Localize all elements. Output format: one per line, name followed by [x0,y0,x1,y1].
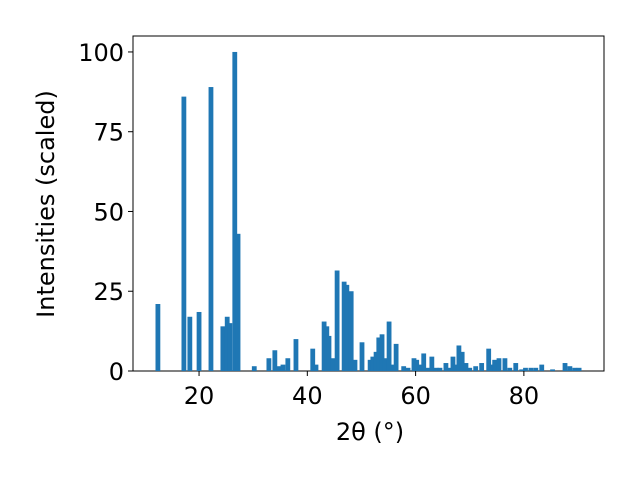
y-tick-label: 75 [93,119,124,147]
bar [533,367,539,371]
bar [473,366,479,371]
bar [224,316,230,371]
x-tick-label: 20 [184,382,215,410]
bar [386,321,392,371]
bar [235,233,241,371]
bar [321,321,327,371]
bar [550,369,555,371]
bar [429,356,435,371]
bar [450,356,456,371]
bar [326,335,332,371]
bar [359,342,365,371]
bar [463,363,469,371]
bar [390,364,396,371]
bar [376,337,382,371]
bar [479,363,485,371]
bar [513,363,519,371]
bar [502,358,508,371]
y-tick-label: 50 [93,198,124,226]
x-tick-label: 60 [400,382,431,410]
bar [567,366,573,371]
y-tick-label: 100 [78,39,124,67]
bar [227,323,233,371]
bar [414,359,420,371]
bar [411,358,417,371]
bar [453,364,459,371]
bar [341,281,347,371]
bar [310,348,316,371]
bar [572,367,578,371]
bar [405,367,411,371]
bar [367,359,373,371]
bar [492,359,498,371]
bar [447,367,453,371]
bar [276,366,282,371]
bar [181,96,187,371]
bar [437,367,443,371]
bar [280,364,286,371]
bar [196,311,202,371]
bar [443,363,449,371]
x-tick-label: 40 [292,382,323,410]
x-axis-label: 2θ (°) [336,418,404,446]
bar [382,358,388,371]
bar [187,316,193,371]
bar [232,51,238,371]
plot-frame [132,35,605,372]
bar [370,356,376,371]
bar [467,367,473,371]
bar [220,326,226,371]
y-tick-label: 0 [109,358,124,386]
bar [393,343,399,371]
bar [352,359,358,371]
bar [489,364,495,371]
bar [433,367,439,371]
bar [348,291,354,371]
bar [293,339,299,371]
bar [344,284,350,371]
bar [417,364,423,371]
x-tick-label: 80 [509,382,540,410]
bar [562,363,568,371]
bar [401,366,407,371]
bar [272,350,278,371]
bar [251,366,257,371]
bar [266,358,272,371]
bar [421,353,427,371]
y-axis-label: Intensities (scaled) [32,90,60,318]
bar [576,367,582,371]
bar [486,348,492,371]
bar [528,367,534,371]
bar [373,351,379,371]
bar [496,358,502,371]
bar [425,367,431,371]
bar [285,358,291,371]
bar [523,367,528,371]
bar [155,304,161,371]
bar [519,369,525,371]
bar [459,351,465,371]
y-tick-label: 25 [93,278,124,306]
bar [208,87,214,372]
bar [330,358,336,371]
bar [539,364,545,371]
bar [507,367,513,371]
bar [456,345,462,371]
bar [334,270,340,371]
bar [379,334,385,371]
bar [313,364,319,371]
